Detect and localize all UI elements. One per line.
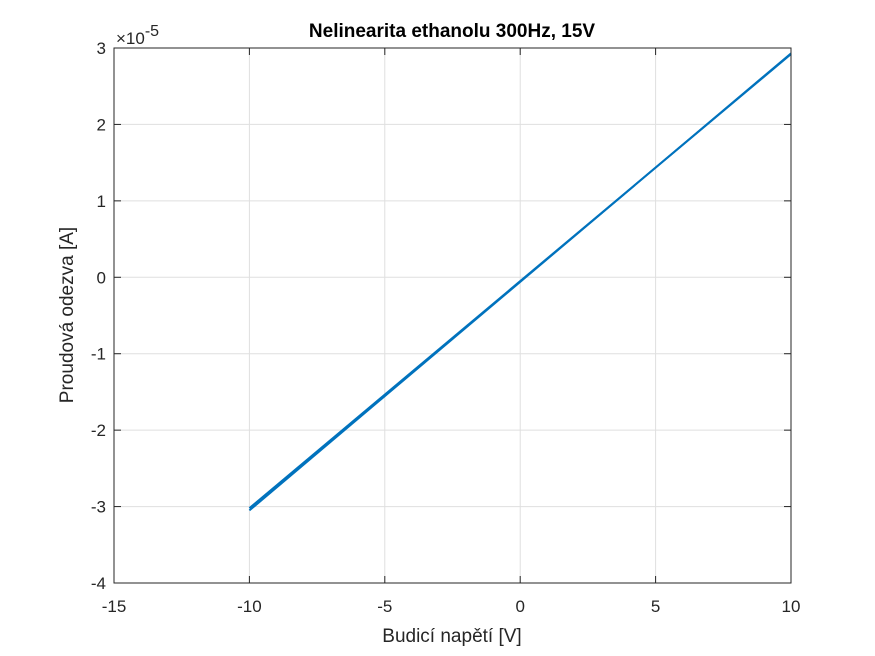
x-tick-label: 10 xyxy=(782,597,801,616)
x-tick-label: -10 xyxy=(237,597,262,616)
x-tick-label: 5 xyxy=(651,597,660,616)
y-exponent-base: ×10 xyxy=(116,29,145,48)
series-layer xyxy=(248,52,792,512)
axes-box xyxy=(113,47,792,584)
y-tick-label: 0 xyxy=(97,268,106,287)
x-tick-label: -5 xyxy=(377,597,392,616)
x-tick-labels: -15 -10 -5 0 5 10 xyxy=(102,597,801,616)
y-tick-label: -2 xyxy=(91,421,106,440)
y-axis-label: Proudová odezva [A] xyxy=(57,227,78,403)
plot-area xyxy=(114,48,791,583)
series-line-2 xyxy=(248,53,792,509)
x-tick-label: 0 xyxy=(515,597,524,616)
y-tick-label: -1 xyxy=(91,345,106,364)
y-tick-label: 3 xyxy=(97,39,106,58)
x-tick-label: -15 xyxy=(102,597,127,616)
y-exponent-power: -5 xyxy=(145,23,159,40)
y-tick-labels: -4 -3 -2 -1 0 1 2 3 xyxy=(91,39,106,593)
x-axis-label: Budicí napětí [V] xyxy=(382,626,521,647)
chart-title: Nelinearita ethanolu 300Hz, 15V xyxy=(309,21,595,42)
y-tick-label: 2 xyxy=(97,115,106,134)
y-tick-label: 1 xyxy=(97,192,106,211)
y-tick-label: -4 xyxy=(91,574,106,593)
tick-marks xyxy=(113,47,792,584)
y-exponent-label: ×10-5 xyxy=(116,23,159,48)
y-tick-label: -3 xyxy=(91,498,106,517)
